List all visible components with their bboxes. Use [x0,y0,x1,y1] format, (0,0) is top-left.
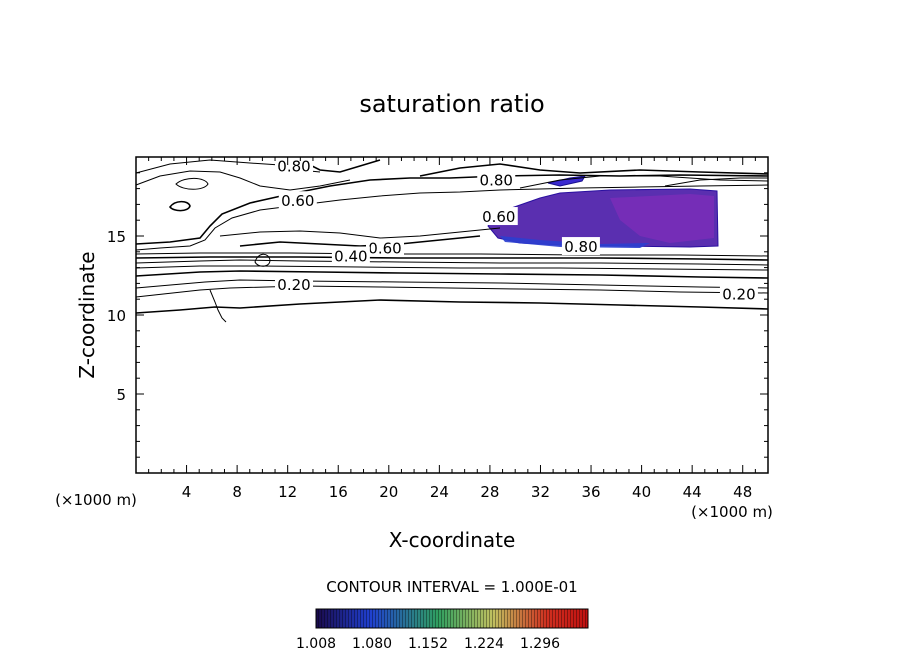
x-unit-label: (×1000 m) [691,503,773,521]
contour-line [135,285,769,298]
x-tick-label: 20 [379,483,398,501]
contour-line [135,279,769,289]
colorbar-tick-label: 1.008 [296,636,336,652]
contour-label-bg [278,191,317,210]
chart-title: saturation ratio [359,90,544,118]
x-tick-label: 48 [733,483,752,501]
contour-label-bg [366,238,405,257]
x-tick-label: 12 [278,483,297,501]
contour-label: 0.20 [277,276,310,294]
contour-label: 0.20 [722,285,755,303]
contour-label-bg [719,284,758,303]
contour-label: 0.40 [334,248,367,266]
colorbar-stripes [316,609,588,628]
x-tick-label: 44 [683,483,702,501]
x-tick-label: 24 [430,483,449,501]
contour-line [135,256,769,261]
z-unit-label: (×1000 m) [55,491,137,509]
plot-area: 0.800.800.600.600.600.400.800.200.20 [135,156,769,323]
colorbar-tick-label: 1.224 [464,636,504,652]
contour-line [299,159,381,173]
contour-line [135,299,769,314]
contour-line [168,200,191,212]
contour-line [519,175,769,189]
contour-label-bg [275,274,313,293]
contour-line [219,227,501,239]
x-tick-label: 36 [581,483,600,501]
y-tick-label: 10 [107,307,126,325]
colorbar-tick-label: 1.296 [520,636,560,652]
shaded-region-edge [500,236,650,248]
y-axis-label: Z-coordinate [75,251,99,378]
colorbar-tick-label: 1.152 [408,636,448,652]
contour-line [419,163,769,177]
contour-label: 0.60 [368,240,401,258]
contour-label-bg [275,156,313,175]
contour-line [254,253,271,267]
contour-interval-text: CONTOUR INTERVAL = 1.000E-01 [326,578,577,596]
contour-line [209,289,227,323]
contour-line [135,170,351,191]
colorbar: 1.008 1.080 1.152 1.224 1.296 [296,608,589,652]
x-tick-label: 16 [329,483,348,501]
colorbar-tick-label: 1.080 [352,636,392,652]
contour-label-bg [561,237,600,256]
contour-line [135,184,769,251]
contour-label-bg [479,207,518,226]
contour-line [135,265,769,271]
y-tick-label: 15 [107,228,126,246]
x-tick-label: 4 [182,483,192,501]
x-tick-label: 32 [531,483,550,501]
contour-label: 0.60 [281,192,314,210]
contour-label-bg [331,246,370,265]
contour-line [135,259,769,266]
contour-line [664,177,768,187]
contour-line [135,270,769,279]
contour-line [239,235,481,247]
x-tick-label: 40 [632,483,651,501]
shaded-region-core [610,194,714,243]
contour-label: 0.80 [564,238,597,256]
contour-line [135,252,769,257]
contour-label: 0.80 [277,157,310,175]
contour-label-bg [477,170,516,189]
x-tick-label: 28 [480,483,499,501]
contour-line [135,174,769,245]
contour-line [175,177,209,190]
x-axis-label: X-coordinate [389,528,516,552]
y-tick-label: 5 [116,386,126,404]
contour-label: 0.60 [482,208,515,226]
contour-label: 0.80 [480,172,513,190]
x-tick-label: 8 [232,483,242,501]
